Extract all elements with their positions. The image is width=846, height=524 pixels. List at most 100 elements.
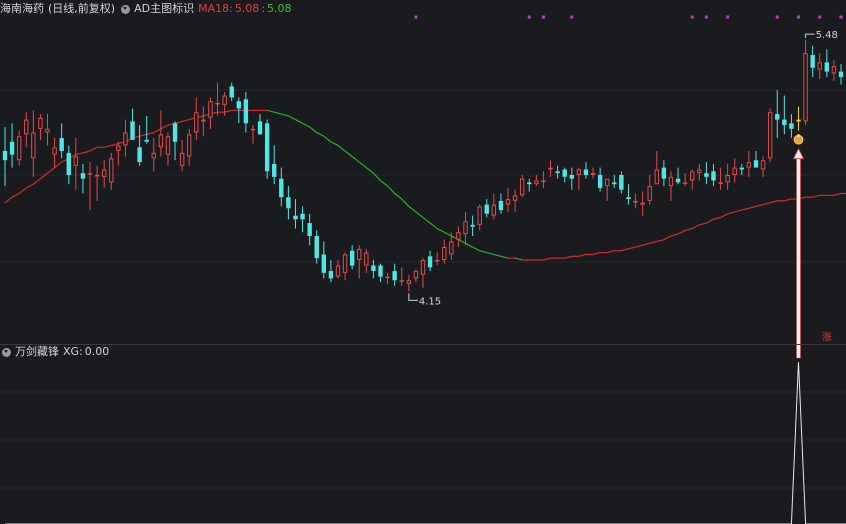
- ma18-segment-109: [770, 200, 778, 204]
- candle-16: [116, 141, 121, 166]
- candle-18: [130, 108, 135, 140]
- candle-75: [534, 175, 539, 187]
- ma18-segment-48: [337, 144, 346, 152]
- candle-87: [619, 171, 624, 194]
- ma18-segment-40: [281, 113, 289, 117]
- candle-86: [612, 175, 617, 188]
- ma18-segment-55: [387, 185, 396, 194]
- ma18-segment-65: [458, 239, 466, 244]
- ma18-segment-57: [401, 198, 410, 207]
- candle-84: [597, 167, 603, 192]
- candle-118: [838, 64, 844, 85]
- ma18-segment-80: [564, 255, 572, 259]
- candle-115: [817, 53, 822, 79]
- candle-103: [732, 158, 737, 183]
- ma18-segment-84: [592, 251, 601, 256]
- ma18-segment-3: [18, 187, 27, 194]
- stock-name[interactable]: 海南海药: [0, 2, 44, 15]
- ma18-segment-50: [351, 156, 360, 163]
- ma18-segment-44: [309, 126, 318, 133]
- candle-105: [746, 150, 752, 177]
- ma18-segment-118: [833, 192, 842, 196]
- ma18-segment-61: [429, 222, 438, 230]
- ma18-segment-4: [25, 183, 34, 189]
- ma18-segment-21: [146, 131, 154, 135]
- xg-value: 0.00: [84, 345, 110, 358]
- ma18-segment-95: [670, 233, 679, 237]
- indicator-menu-icon[interactable]: [121, 4, 131, 14]
- candle-58: [413, 269, 419, 283]
- candle-62: [442, 239, 447, 264]
- ma18-segment-23: [160, 124, 169, 130]
- ma18-segment-6: [40, 172, 48, 180]
- candle-40: [286, 186, 291, 220]
- ma18-segment-38: [266, 109, 275, 113]
- candle-10: [73, 138, 79, 190]
- signal-arrow: [792, 147, 805, 359]
- candle-77: [548, 160, 553, 177]
- ma18-segment-99: [699, 222, 707, 226]
- candle-39: [279, 167, 284, 207]
- candle-65: [463, 211, 468, 246]
- candle-26: [187, 128, 192, 166]
- ma18-segment-43: [302, 122, 310, 128]
- top-marker-5: [704, 15, 708, 19]
- candle-56: [399, 267, 404, 286]
- candle-98: [697, 163, 702, 181]
- candle-41: [293, 199, 298, 229]
- ma18-segment-77: [543, 257, 551, 261]
- top-marker-4: [690, 15, 694, 19]
- candlesticks: [2, 40, 844, 292]
- indicator-name[interactable]: AD主图标识: [134, 2, 195, 15]
- candle-43: [307, 213, 312, 246]
- candle-7: [52, 138, 57, 168]
- sub-indicator-name[interactable]: 万剑藏锋: [15, 345, 59, 358]
- candle-93: [661, 160, 667, 187]
- top-marker-1: [527, 15, 531, 19]
- chart-grid: [0, 89, 846, 489]
- candle-89: [633, 193, 638, 209]
- candle-5: [38, 114, 43, 140]
- candle-51: [364, 248, 369, 273]
- candle-59: [420, 258, 426, 288]
- candle-67: [477, 204, 482, 231]
- rise-badge: 涨: [821, 331, 833, 343]
- ma18-segment-105: [741, 207, 750, 211]
- ma18-segment-101: [713, 216, 721, 220]
- ma18-segment-91: [642, 242, 650, 246]
- candle-95: [675, 167, 681, 185]
- top-marker-6: [726, 15, 730, 19]
- ma18-segment-88: [621, 248, 629, 252]
- chart-period[interactable]: (日线,前复权): [48, 2, 116, 15]
- candle-113: [803, 40, 808, 126]
- sub-indicator-menu-icon[interactable]: [2, 347, 11, 357]
- ma18-segment-100: [706, 218, 714, 224]
- candle-8: [59, 123, 64, 159]
- ma18-value: 5.08: [234, 2, 260, 15]
- ma18-segment-102: [720, 213, 728, 219]
- ma18-segment-7: [47, 167, 55, 174]
- ma18-segment-86: [607, 250, 615, 254]
- xg-label: XG:: [63, 345, 83, 358]
- candle-106: [753, 150, 759, 168]
- ma18-segment-47: [330, 141, 339, 146]
- candle-25: [179, 139, 185, 172]
- ma18-segment-8: [54, 161, 63, 169]
- ma18-segment-58: [408, 205, 417, 213]
- candle-60: [427, 250, 433, 272]
- ma18-segment-66: [465, 242, 473, 248]
- top-marker-2: [541, 15, 545, 19]
- candle-49: [349, 245, 355, 270]
- ma18-segment-2: [11, 192, 20, 198]
- candle-97: [690, 169, 695, 190]
- ma18-segment-42: [295, 119, 303, 124]
- candle-9: [66, 145, 71, 185]
- candle-90: [640, 191, 645, 216]
- candle-42: [300, 206, 305, 233]
- buy-signal: 涨: [792, 134, 833, 359]
- pane-divider[interactable]: [0, 344, 846, 345]
- candle-0: [2, 126, 8, 187]
- candle-72: [512, 189, 518, 212]
- top-marker-8: [796, 15, 800, 19]
